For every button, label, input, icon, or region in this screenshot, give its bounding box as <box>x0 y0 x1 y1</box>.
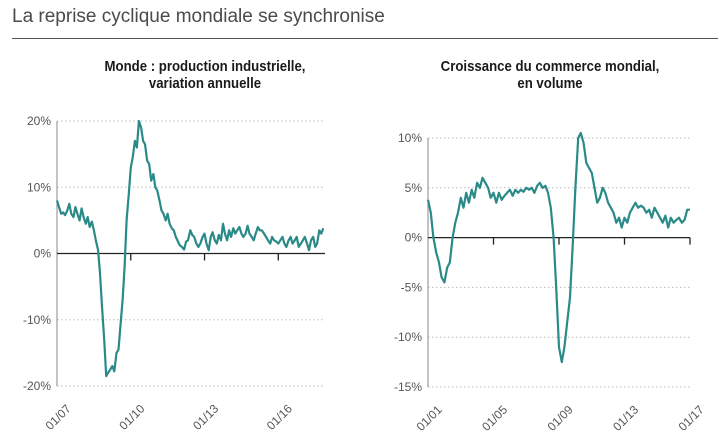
chart2-title: Croissance du commerce mondial, en volum… <box>405 58 695 92</box>
chart2-y-tick-label: 10% <box>398 131 422 145</box>
chart1-title: Monde : production industrielle, variati… <box>60 58 350 92</box>
chart2-title-line1: Croissance du commerce mondial, <box>440 58 660 75</box>
chart1-x-tick-label: 01/10 <box>116 401 147 432</box>
chart2-y-tick-label: 0% <box>405 231 423 245</box>
chart1-x-tick-label: 01/13 <box>190 401 221 432</box>
chart2-x-tick-label: 01/13 <box>610 402 641 433</box>
chart1-title-line1: Monde : production industrielle, <box>104 58 306 75</box>
page-title: La reprise cyclique mondiale se synchron… <box>12 6 385 27</box>
chart1-title-line2: variation annuelle <box>148 75 262 92</box>
chart1-y-tick-label: -20% <box>23 379 51 393</box>
chart2-y-tick-label: -5% <box>401 280 423 294</box>
chart1-y-tick-label: -10% <box>23 313 51 327</box>
chart2-y-tick-label: -15% <box>394 380 422 394</box>
chart2-x-tick-label: 01/09 <box>545 402 576 433</box>
chart1-x-tick-label: 01/07 <box>43 401 74 432</box>
chart2-x-tick-label: 01/01 <box>414 402 445 433</box>
chart1-y-tick-label: 0% <box>34 247 52 261</box>
chart2-x-tick-label: 01/05 <box>479 402 510 433</box>
chart1-y-tick-label: 10% <box>27 180 51 194</box>
chart1-x-tick-label: 01/16 <box>264 401 295 432</box>
chart1-series-line <box>55 119 325 378</box>
chart2-title-line2: en volume <box>517 75 583 92</box>
chart2-y-tick-label: -10% <box>394 330 422 344</box>
chart2-series-line <box>426 131 690 364</box>
chart2-x-tick-label: 01/17 <box>676 402 707 433</box>
chart1-y-tick-label: 20% <box>27 114 51 128</box>
chart2-y-tick-label: 5% <box>405 181 423 195</box>
title-divider <box>12 38 718 39</box>
